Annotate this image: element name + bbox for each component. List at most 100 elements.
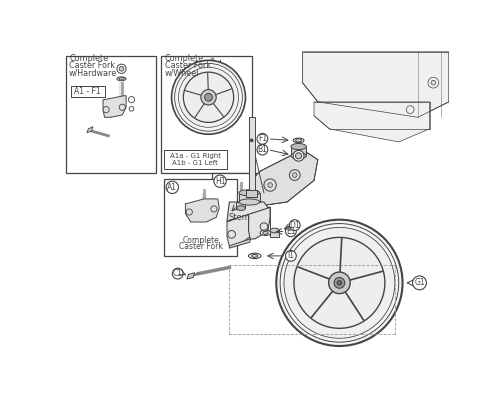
Circle shape [257,134,268,144]
Ellipse shape [117,77,126,81]
Ellipse shape [248,253,261,258]
Text: B1: B1 [258,145,268,154]
Circle shape [260,223,268,230]
Ellipse shape [260,230,271,236]
Ellipse shape [236,206,246,210]
Circle shape [178,67,238,127]
Circle shape [412,276,426,290]
Circle shape [214,175,226,187]
Bar [164,150,227,169]
Circle shape [211,206,217,212]
Circle shape [166,181,178,194]
Circle shape [129,106,134,111]
Ellipse shape [252,254,258,258]
Circle shape [431,80,436,85]
Circle shape [128,96,134,103]
Circle shape [119,66,124,71]
Circle shape [428,77,438,88]
Text: C1: C1 [172,269,182,278]
Circle shape [257,144,268,155]
Text: A1 - F1: A1 - F1 [74,87,101,96]
Ellipse shape [291,144,306,150]
Circle shape [103,106,109,113]
Polygon shape [252,150,318,206]
Circle shape [337,280,342,285]
Ellipse shape [291,153,306,159]
Text: A1: A1 [168,183,177,192]
Ellipse shape [293,138,304,143]
Circle shape [284,228,395,338]
Circle shape [296,153,302,159]
Text: Caster Fork: Caster Fork [164,61,210,70]
Circle shape [286,226,296,237]
Text: F1: F1 [258,134,267,143]
Polygon shape [314,102,430,142]
Text: Stem: Stem [228,213,250,222]
Circle shape [117,64,126,74]
Text: H1: H1 [215,177,226,186]
Circle shape [119,104,126,110]
Polygon shape [248,117,254,190]
Circle shape [172,268,183,279]
Bar [164,179,237,256]
Polygon shape [270,230,280,237]
Circle shape [201,90,216,105]
Polygon shape [240,193,260,202]
Ellipse shape [263,231,268,234]
Text: A1a - G1 Right: A1a - G1 Right [170,153,221,159]
Polygon shape [291,146,306,156]
Text: w/Hardware: w/Hardware [69,68,117,77]
Text: Caster Fork: Caster Fork [179,242,222,251]
Circle shape [276,220,402,346]
Circle shape [228,230,235,238]
Polygon shape [302,52,449,117]
Circle shape [186,209,192,215]
Circle shape [292,173,297,177]
Text: E1: E1 [286,227,296,236]
Circle shape [250,139,253,142]
Polygon shape [246,190,257,197]
Polygon shape [227,214,252,246]
Polygon shape [187,273,194,279]
Bar [70,86,104,97]
Polygon shape [230,239,250,248]
Polygon shape [87,126,93,133]
Ellipse shape [296,139,302,142]
Circle shape [328,272,350,294]
Text: G1: G1 [414,278,425,287]
Circle shape [293,150,304,161]
Bar [66,56,156,173]
Bar [212,173,264,225]
Text: Complete: Complete [164,54,203,63]
Polygon shape [236,202,246,208]
Polygon shape [103,96,126,117]
Circle shape [294,237,385,328]
Polygon shape [227,202,270,221]
Circle shape [286,250,296,261]
Text: D1: D1 [290,221,300,230]
Circle shape [334,278,345,288]
Circle shape [280,224,398,342]
Text: Complete: Complete [69,54,108,63]
Circle shape [174,63,242,131]
Text: Complete: Complete [182,236,219,245]
Ellipse shape [270,228,280,233]
Polygon shape [248,207,270,239]
Text: I1: I1 [288,252,294,260]
Ellipse shape [239,199,260,205]
Text: w/Wheel: w/Wheel [164,68,199,77]
Circle shape [268,183,272,187]
Circle shape [204,94,212,101]
Polygon shape [186,199,220,222]
Circle shape [172,60,246,134]
Text: A1b - G1 Left: A1b - G1 Left [172,160,218,166]
Bar [161,56,252,173]
Circle shape [184,72,234,122]
Ellipse shape [119,78,124,80]
Circle shape [290,170,300,180]
Ellipse shape [239,190,260,196]
Circle shape [406,106,414,114]
Circle shape [264,179,276,191]
Circle shape [290,220,300,230]
Text: Caster Fork: Caster Fork [69,61,116,70]
